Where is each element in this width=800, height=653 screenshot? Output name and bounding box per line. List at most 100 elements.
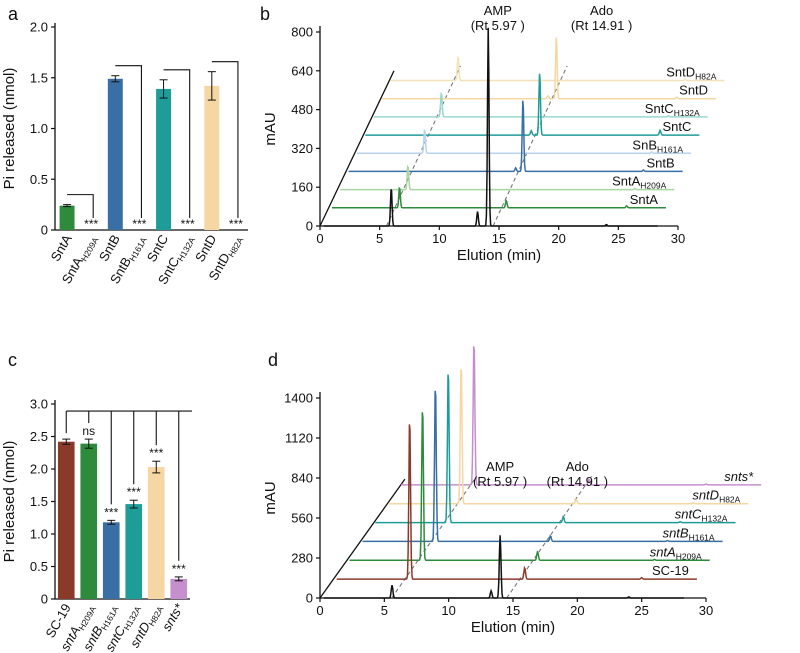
- x-axis-title: Elution (min): [471, 619, 555, 636]
- panel-letter-b: b: [260, 4, 270, 24]
- x-axis-title: Elution (min): [457, 247, 541, 264]
- trace-label-3: sntBH161A: [663, 525, 715, 542]
- y-tick-label: 0: [306, 219, 313, 234]
- trace-0: [323, 535, 684, 599]
- panel-c-bar-chart: 00.51.01.52.02.53.0Pi released (nmol)SC-…: [1, 397, 192, 653]
- y-axis-title: mAU: [262, 112, 279, 145]
- annotation-title-0: AMP: [484, 3, 512, 18]
- trace-label-6: SntCH132A: [645, 101, 700, 118]
- y-tick-label: 1.5: [30, 494, 48, 509]
- bar-4: [147, 467, 165, 599]
- significance-label-3: ***: [229, 217, 243, 231]
- significance-label-4: ***: [149, 446, 163, 460]
- bar-1: [80, 443, 98, 599]
- x-tick-label: 20: [570, 603, 584, 618]
- y-tick-label: 2.5: [30, 429, 48, 444]
- y-tick-label: 0: [41, 223, 48, 238]
- bar-4: [156, 88, 172, 230]
- trace-2: [349, 412, 710, 562]
- y-tick-label: 1.0: [30, 527, 48, 542]
- trace-label-1: SntA: [630, 192, 659, 207]
- x-tick-label: 30: [671, 231, 685, 246]
- annotation-title-1: Ado: [566, 459, 589, 474]
- x-tick-label: 0: [316, 603, 323, 618]
- bar-5: [170, 578, 188, 599]
- y-axis-title: Pi released (nmol): [1, 68, 18, 190]
- y-tick-label: 280: [291, 551, 313, 566]
- trace-6: [401, 346, 762, 486]
- y-tick-label: 1.0: [30, 121, 48, 136]
- annotation-title-0: AMP: [486, 459, 514, 474]
- y-tick-label: 0.5: [30, 559, 48, 574]
- trace-5: [388, 369, 749, 505]
- trace-label-5: sntDH82A: [692, 488, 740, 505]
- trace-label-4: sntCH132A: [675, 507, 728, 524]
- trace-4: [375, 374, 736, 524]
- y-tick-label: 0: [306, 591, 313, 606]
- y-tick-label: 3.0: [30, 397, 48, 412]
- significance-bracket-1: [115, 65, 142, 218]
- annotation-rt-0: (Rt 5.97 ): [471, 18, 525, 33]
- trace-3: [348, 100, 683, 173]
- trace-2: [340, 164, 675, 191]
- trace-label-5: SntC: [662, 119, 691, 134]
- significance-label-3: ***: [127, 485, 141, 499]
- significance-label-2: ***: [104, 505, 118, 519]
- significance-label-0: ***: [84, 217, 98, 231]
- bar-6: [204, 85, 220, 231]
- x-tick-label: 15: [506, 603, 520, 618]
- offset-diagonal: [319, 70, 395, 227]
- significance-label-1: ns: [82, 424, 95, 438]
- significance-label-5: ***: [172, 562, 186, 576]
- trace-label-8: SntDH82A: [666, 65, 716, 82]
- trace-label-7: SntD: [679, 83, 708, 98]
- y-axis-title: Pi released (nmol): [1, 441, 18, 563]
- x-tick-label: 10: [441, 603, 455, 618]
- x-tick-label: 30: [699, 603, 713, 618]
- significance-bracket-2: [163, 69, 191, 218]
- y-tick-label: 1400: [284, 391, 313, 406]
- significance-label-2: ***: [181, 217, 195, 231]
- bar-0: [59, 205, 75, 230]
- trace-label-2: sntAH209A: [650, 544, 702, 561]
- bar-2: [102, 522, 120, 599]
- trace-1: [331, 186, 666, 209]
- y-tick-label: 640: [291, 63, 313, 78]
- retention-guide-0: [391, 475, 478, 599]
- panel-letter-d: d: [268, 350, 278, 370]
- annotation-title-1: Ado: [590, 3, 613, 18]
- panel-letter-a: a: [8, 4, 19, 24]
- bar-3: [125, 504, 143, 599]
- trace-5: [365, 73, 700, 136]
- trace-label-1: SC-19: [652, 563, 689, 578]
- y-tick-label: 840: [291, 471, 313, 486]
- annotation-rt-1: (Rt 14.91 ): [571, 18, 632, 33]
- y-tick-label: 0: [41, 592, 48, 607]
- x-tick-label: 0: [316, 231, 323, 246]
- y-tick-label: 2.0: [30, 20, 48, 35]
- bar-2: [107, 78, 123, 230]
- y-tick-label: 1.5: [30, 70, 48, 85]
- panel-b-chromatogram: 0 160 320 480 640 800 0 5 10 15 20 25 30 Elution (min…: [262, 3, 725, 264]
- annotation-rt-1: (Rt 14.91 ): [547, 474, 608, 489]
- x-tick-label: 10: [432, 231, 446, 246]
- y-tick-label: 2.0: [30, 462, 48, 477]
- y-tick-label: 480: [291, 102, 313, 117]
- y-tick-label: 0.5: [30, 172, 48, 187]
- offset-diagonal: [319, 478, 406, 599]
- x-tick-label: 25: [611, 231, 625, 246]
- x-tick-label: 25: [634, 603, 648, 618]
- y-tick-label: 1120: [285, 431, 313, 446]
- y-tick-label: 560: [291, 511, 313, 526]
- x-tick-label: 15: [492, 231, 506, 246]
- bar-0: [57, 441, 75, 599]
- significance-bracket-0: [67, 194, 94, 218]
- x-tick-label-5: snts*: [159, 600, 187, 633]
- trace-7: [382, 37, 717, 100]
- x-tick-label: 20: [551, 231, 565, 246]
- retention-guide-1: [492, 65, 568, 227]
- panel-letter-c: c: [8, 350, 17, 370]
- significance-label-1: ***: [132, 217, 146, 231]
- trace-label-6: snts*: [724, 469, 754, 484]
